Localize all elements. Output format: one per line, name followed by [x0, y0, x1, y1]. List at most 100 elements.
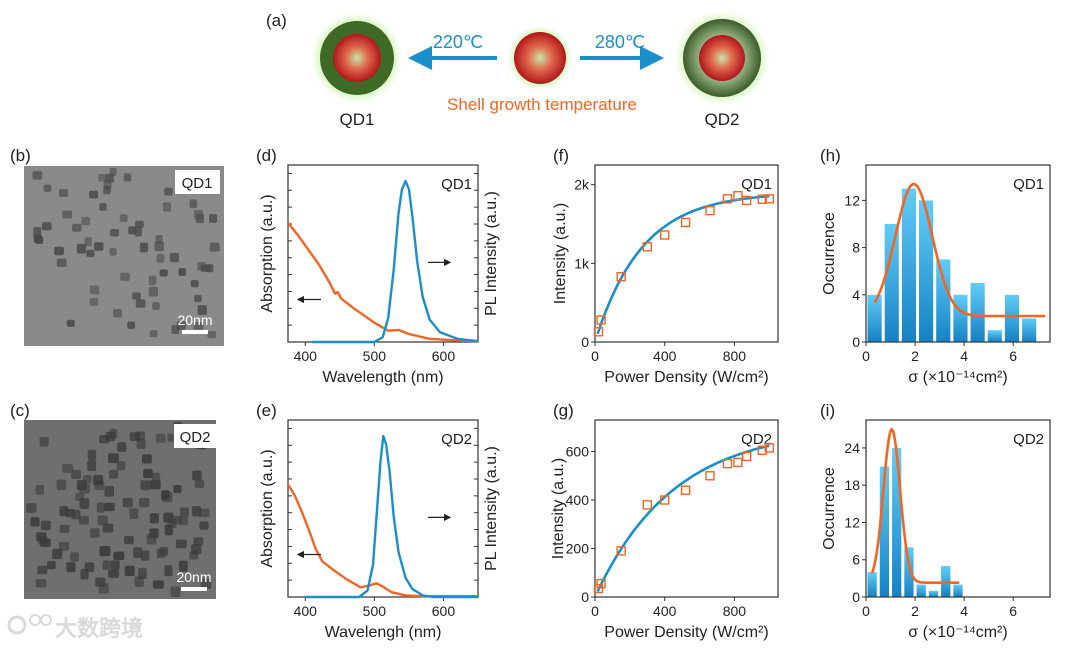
nanoparticle [108, 569, 120, 578]
plot-frame [594, 164, 779, 343]
temp-220: 220℃ [433, 32, 483, 52]
nanoparticle [129, 508, 139, 519]
nanoparticle [140, 480, 151, 491]
data-point [642, 242, 652, 252]
nanoparticle [193, 322, 204, 330]
nanoparticle [194, 479, 205, 488]
data-point [733, 457, 743, 468]
nanoparticle [148, 286, 159, 297]
nanoparticle [56, 258, 67, 267]
nanoparticle [108, 469, 119, 479]
nanoparticle [191, 544, 202, 555]
nanoparticle [66, 562, 76, 573]
temp-280: 280℃ [595, 32, 645, 52]
histogram-bar [953, 584, 963, 597]
nanoparticle [97, 515, 108, 526]
y-tick-label: 0 [581, 589, 589, 605]
histogram-bar [1004, 294, 1020, 342]
x-tick-label: 2 [911, 603, 919, 619]
nanoparticle [171, 325, 180, 335]
tem-image-qd2: (c) QD2 20nm [10, 401, 216, 599]
panel-label-g: (g) [553, 401, 574, 420]
nanoparticle [140, 550, 150, 561]
nanoparticle [80, 568, 89, 580]
nanoparticle [135, 299, 146, 308]
nanoparticle [178, 560, 188, 572]
nanoparticle [98, 173, 106, 182]
nanoparticle [76, 243, 87, 254]
nanoparticle [149, 480, 161, 490]
data-point [757, 194, 768, 204]
data-point [593, 583, 604, 594]
nanoparticle [98, 435, 110, 444]
plot-frame [287, 164, 479, 343]
x-axis-label: Power Density (W/cm²) [604, 624, 768, 641]
x-tick-label: 0 [862, 348, 870, 364]
nanoparticle [79, 484, 91, 494]
nanoparticle [43, 184, 52, 192]
nanoparticle [200, 264, 211, 272]
y-tick-label: 6 [852, 552, 860, 568]
scale-bar [182, 330, 208, 334]
nanoparticle [123, 173, 132, 182]
sample-tag: QD2 [1013, 431, 1044, 448]
nanoparticle [109, 247, 117, 256]
nanoparticle [71, 509, 81, 520]
nanoparticle [54, 246, 64, 256]
y-axis-label: Intensity (a.u.) [550, 458, 567, 559]
nanoparticle [95, 577, 106, 587]
data-point [680, 217, 691, 228]
nanoparticle [120, 272, 130, 281]
nanoparticle [142, 454, 152, 464]
nanoparticle [108, 453, 119, 464]
bare-core-icon [507, 25, 573, 91]
x-tick-label: 500 [363, 348, 387, 364]
nanoparticle [179, 507, 189, 518]
nanoparticle [40, 520, 51, 531]
nanoparticle [96, 502, 105, 513]
histogram-bar [987, 330, 1002, 342]
nanoparticle [161, 492, 173, 503]
qd1-core-shell-icon [311, 12, 403, 104]
y-tick-label: 18 [844, 477, 860, 493]
y-tick-label: 4 [852, 287, 860, 303]
nanoparticle [105, 173, 114, 183]
nanoparticle [173, 485, 182, 494]
nanoparticle [62, 210, 73, 219]
nanoparticle [134, 226, 142, 237]
nanoparticle [175, 539, 187, 549]
nanoparticle [93, 474, 104, 486]
nanoparticle [104, 485, 115, 497]
nanoparticle [127, 321, 136, 329]
histogram-bar [919, 200, 934, 342]
x-tick-label: 4 [960, 603, 968, 619]
nanoparticle [138, 498, 150, 508]
fit-curve [596, 444, 770, 592]
nanoparticle [178, 268, 186, 276]
tem-image-qd1: (b) QD1 20nm [10, 146, 224, 346]
x-axis-label: σ (×10⁻¹⁴cm²) [908, 369, 1007, 386]
nanoparticle [149, 513, 159, 524]
data-point [680, 485, 691, 496]
nanoparticle [159, 269, 168, 277]
nanoparticle [41, 222, 52, 231]
nanoparticle [179, 516, 189, 526]
nanoparticle [200, 578, 212, 589]
plot-frame [865, 164, 1051, 343]
nanoparticle [116, 461, 126, 471]
nanoparticle [170, 586, 181, 598]
y-tick-label: 400 [566, 492, 590, 508]
nanoparticle [192, 470, 202, 481]
nanoparticle [33, 227, 42, 237]
nanoparticle [164, 187, 173, 196]
data-point [757, 445, 768, 456]
nanoparticle [136, 438, 146, 450]
nanoparticle [30, 517, 40, 527]
histogram-bar [1022, 318, 1037, 342]
x-tick-label: 6 [1009, 603, 1017, 619]
x-tick-label: 600 [432, 348, 456, 364]
y-axis-label: Occurrence [821, 212, 838, 295]
nanoparticle [32, 171, 43, 180]
nanoparticle [152, 302, 160, 310]
histogram-bar [953, 294, 968, 342]
